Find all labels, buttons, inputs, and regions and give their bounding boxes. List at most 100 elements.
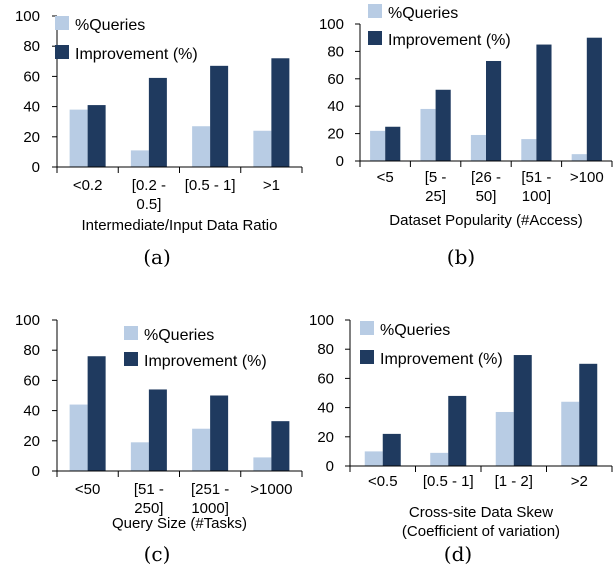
y-tick-label: 40 xyxy=(23,99,40,116)
x-category-label: <50 xyxy=(75,481,100,498)
y-tick-label: 40 xyxy=(317,400,334,417)
queries-bar xyxy=(571,154,587,161)
y-tick-label: 40 xyxy=(23,403,40,420)
x-category-label: [251 - xyxy=(191,481,229,498)
queries-bar xyxy=(69,404,88,471)
queries-bar xyxy=(495,411,514,466)
legend-label-improvement: Improvement (%) xyxy=(388,32,511,49)
legend-swatch-queries xyxy=(360,321,374,335)
x-category-label: <0.2 xyxy=(73,177,103,194)
y-tick-label: 0 xyxy=(32,159,40,176)
x-category-label: [1 - 2] xyxy=(495,473,533,490)
x-category-label: <0.5 xyxy=(368,473,398,490)
queries-bar xyxy=(420,108,436,161)
improvement-bar xyxy=(448,395,467,466)
y-tick-label: 60 xyxy=(317,370,334,387)
improvement-bar xyxy=(513,355,532,466)
improvement-bar xyxy=(210,395,229,471)
x-axis-label: Intermediate/Input Data Ratio xyxy=(82,217,278,234)
queries-bar xyxy=(130,150,149,167)
x-category-label: >1 xyxy=(263,177,280,194)
y-tick-label: 80 xyxy=(317,341,334,358)
y-tick-label: 0 xyxy=(32,463,40,480)
queries-bar xyxy=(69,109,88,167)
x-axis-label: Query Size (#Tasks) xyxy=(112,515,247,532)
x-axis-label: Dataset Popularity (#Access) xyxy=(389,212,582,229)
improvement-bar xyxy=(586,37,602,162)
legend-label-queries: %Queries xyxy=(380,322,450,339)
improvement-bar xyxy=(579,363,598,466)
queries-bar xyxy=(521,139,537,161)
legend-label-improvement: Improvement (%) xyxy=(75,46,198,63)
y-tick-label: 60 xyxy=(23,68,40,85)
x-category-label: 0.5] xyxy=(136,196,161,213)
x-category-label: 50] xyxy=(476,188,497,205)
y-tick-label: 60 xyxy=(23,372,40,389)
x-category-label: 25] xyxy=(425,188,446,205)
chart-panel-c: 0 20 40 60 80 100 <50 [51 - 250] [251 - 1000] >1000… xyxy=(15,312,303,566)
improvement-bar xyxy=(382,433,401,466)
y-tick-label: 20 xyxy=(23,433,40,450)
improvement-bar xyxy=(271,58,290,167)
panel-caption: (c) xyxy=(144,542,171,566)
y-tick-label: 100 xyxy=(15,312,40,329)
panel-caption: (a) xyxy=(143,245,171,269)
y-tick-label: 40 xyxy=(327,98,344,115)
x-axis-label: (Coefficient of variation) xyxy=(402,523,560,540)
y-tick-label: 80 xyxy=(327,43,344,60)
x-category-label: 250] xyxy=(134,500,163,517)
legend-label-queries: %Queries xyxy=(144,327,214,344)
y-tick-label: 100 xyxy=(15,8,40,25)
y-tick-label: 20 xyxy=(23,129,40,146)
queries-bar xyxy=(364,451,383,466)
chart-panel-a: 0 20 40 60 80 100 <0.2 [0.2 - 0.5] [0.5 - 1] >1 Int… xyxy=(15,8,303,269)
x-category-label: [51 - xyxy=(134,481,164,498)
queries-bar xyxy=(470,134,486,161)
x-category-label: >100 xyxy=(570,169,604,186)
improvement-bar xyxy=(435,89,451,161)
x-category-label: >2 xyxy=(571,473,588,490)
legend-swatch-improvement xyxy=(55,45,69,59)
improvement-bar xyxy=(87,356,106,471)
queries-bar xyxy=(192,428,211,471)
y-tick-label: 80 xyxy=(23,342,40,359)
improvement-bar xyxy=(271,421,290,471)
x-category-label: >1000 xyxy=(250,481,292,498)
queries-bar xyxy=(253,457,272,471)
legend-label-queries: %Queries xyxy=(388,5,458,22)
improvement-bar xyxy=(87,105,106,167)
y-tick-label: 0 xyxy=(336,153,344,170)
x-axis-label: Cross-site Data Skew xyxy=(409,504,553,521)
improvement-bar xyxy=(148,77,167,167)
queries-bar xyxy=(430,452,449,466)
y-tick-label: 100 xyxy=(319,16,344,33)
legend-swatch-improvement xyxy=(360,350,374,364)
improvement-bar xyxy=(385,126,401,161)
x-category-label: [0.5 - 1] xyxy=(423,473,474,490)
improvement-bar xyxy=(210,65,229,167)
queries-bar xyxy=(253,130,272,167)
x-category-label: [0.2 - xyxy=(132,177,166,194)
legend-label-improvement: Improvement (%) xyxy=(380,351,503,368)
queries-bar xyxy=(130,442,149,471)
x-category-label: [0.5 - 1] xyxy=(185,177,236,194)
legend-swatch-queries xyxy=(368,4,382,18)
queries-bar xyxy=(370,130,386,161)
panel-caption: (b) xyxy=(447,245,475,269)
y-tick-label: 80 xyxy=(23,38,40,55)
y-tick-label: 20 xyxy=(317,429,334,446)
x-category-label: [51 - xyxy=(521,169,551,186)
improvement-bar xyxy=(486,60,502,161)
x-category-label: 100] xyxy=(522,188,551,205)
improvement-bar xyxy=(148,389,167,471)
y-tick-label: 100 xyxy=(309,312,334,329)
y-tick-label: 0 xyxy=(326,458,334,475)
legend-swatch-queries xyxy=(124,326,138,340)
panel-caption: (d) xyxy=(444,542,472,566)
legend-swatch-improvement xyxy=(368,31,382,45)
y-tick-label: 20 xyxy=(327,126,344,143)
improvement-bar xyxy=(536,44,552,161)
queries-bar xyxy=(192,126,211,167)
legend-label-queries: %Queries xyxy=(75,17,145,34)
